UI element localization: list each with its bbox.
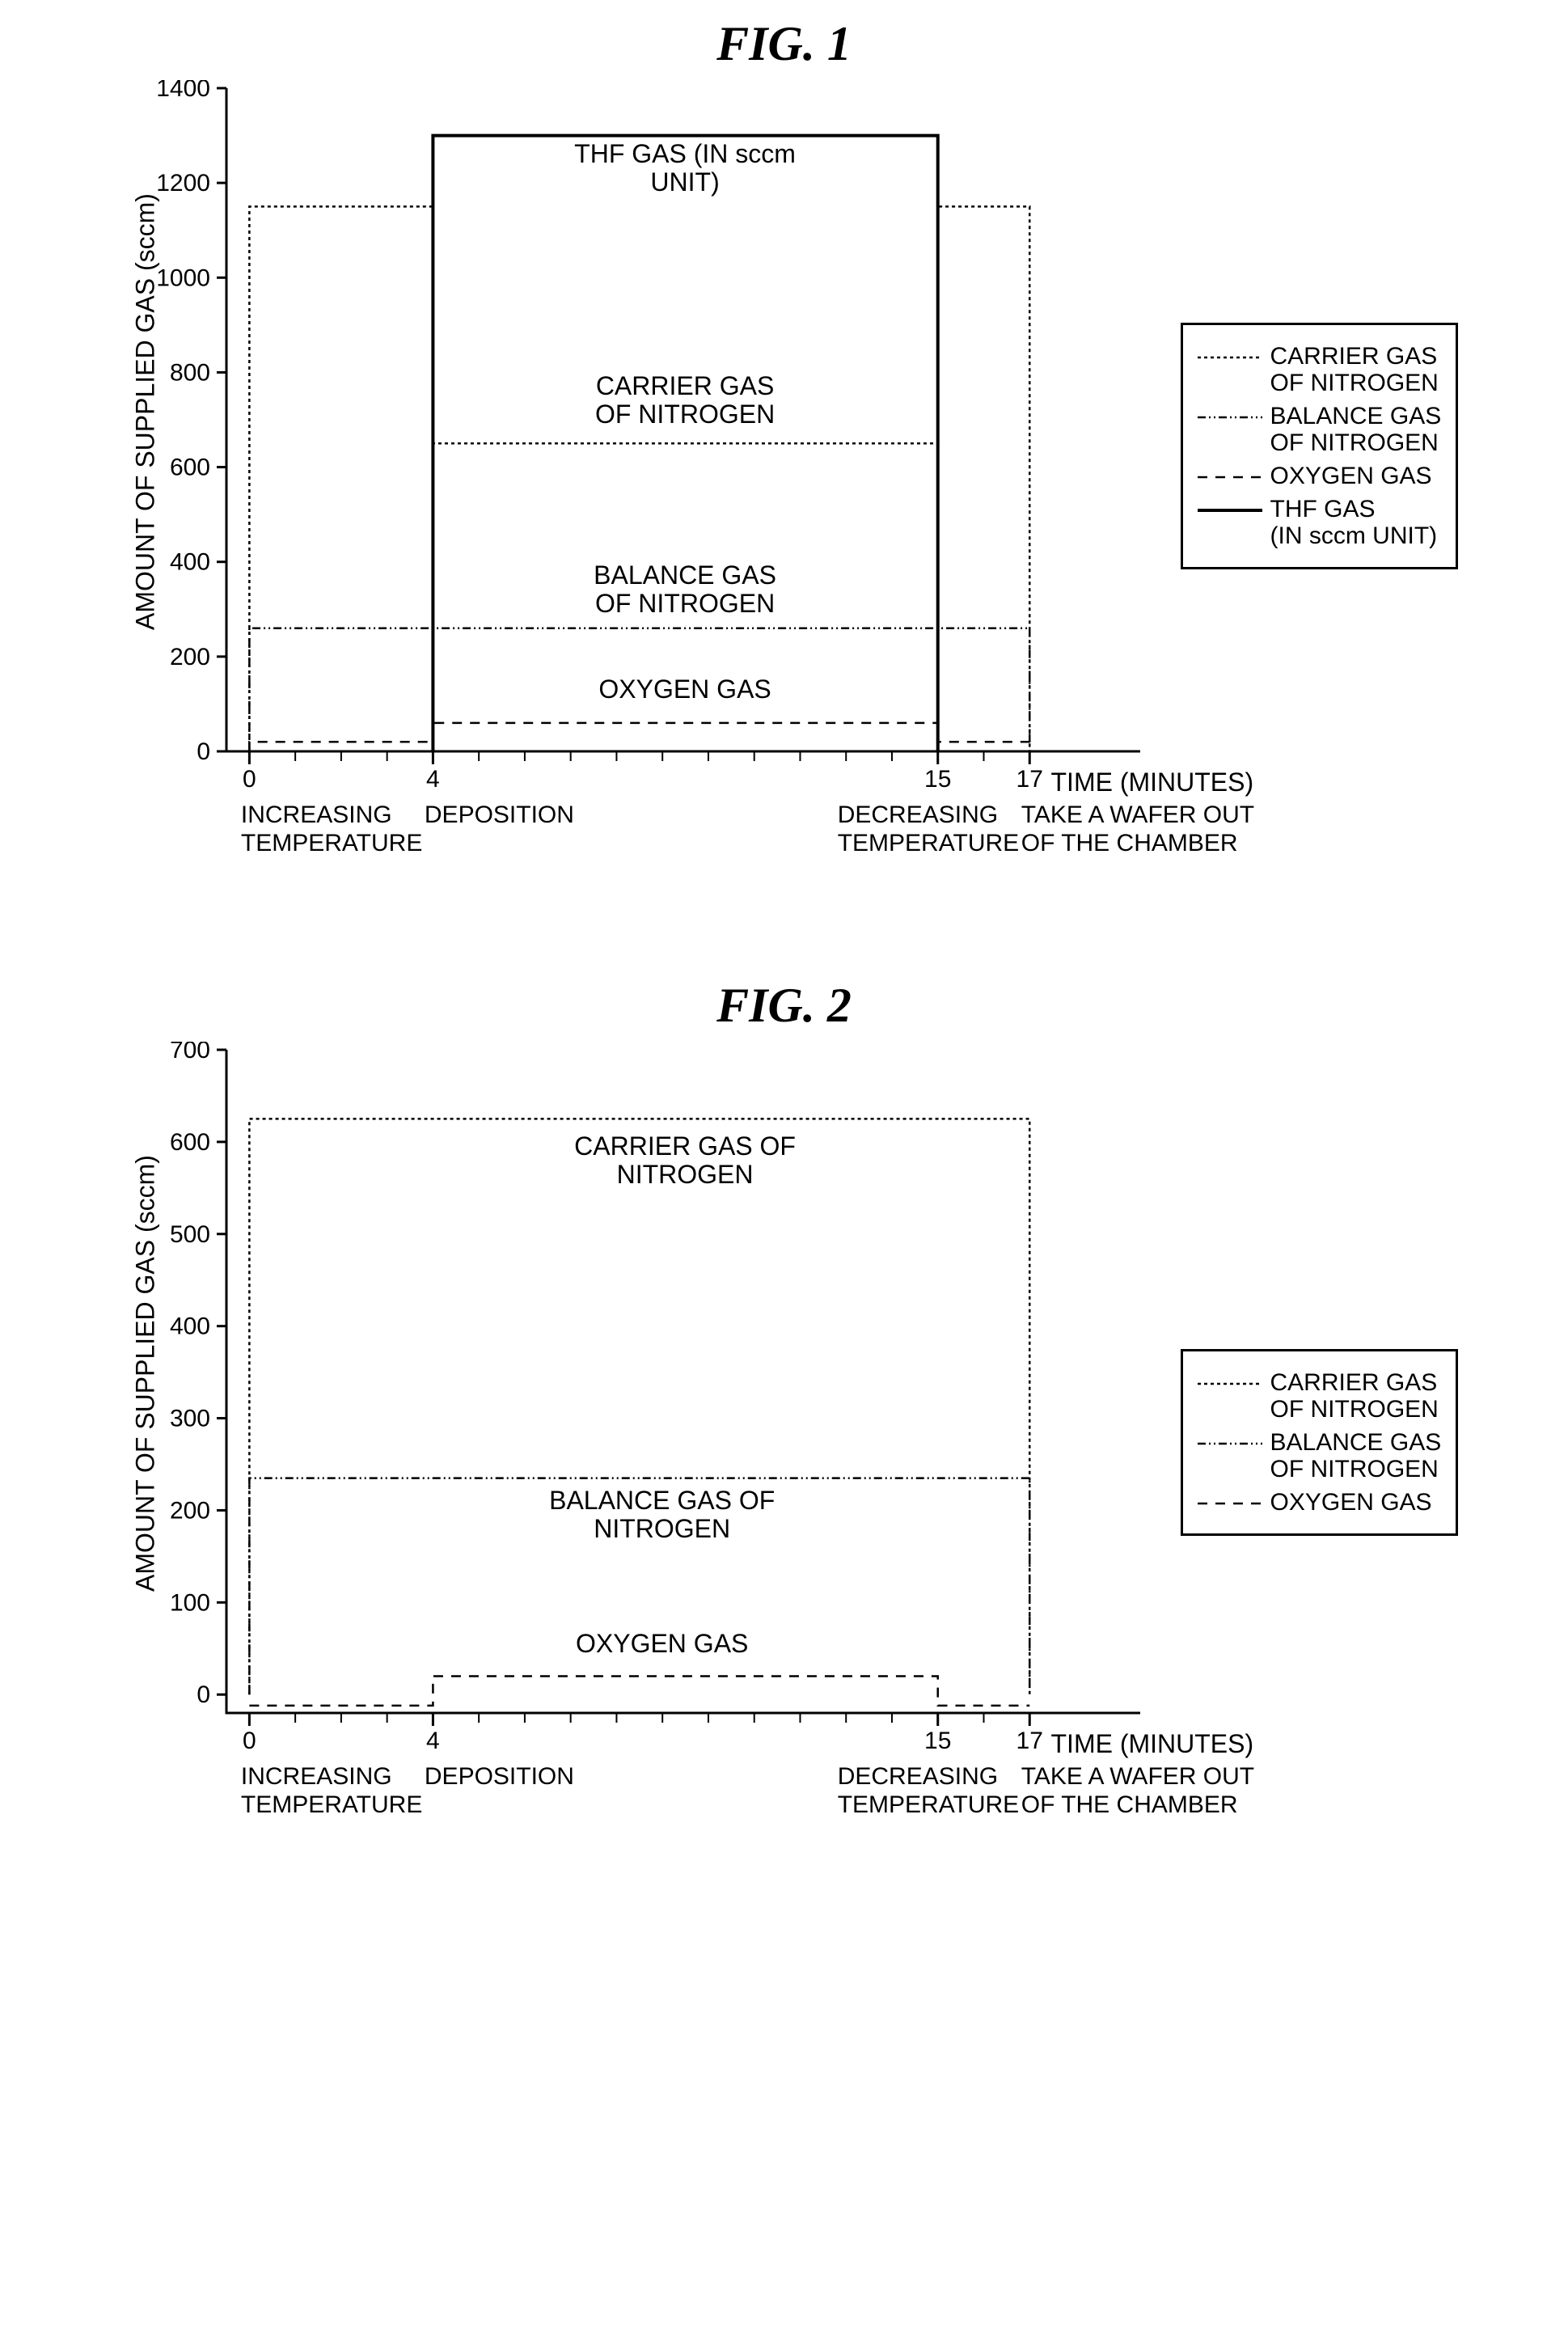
legend-item: CARRIER GASOF NITROGEN (1198, 343, 1442, 396)
series-annotation: THF GAS (IN sccm UNIT) (539, 140, 830, 197)
svg-text:1400: 1400 (156, 80, 210, 102)
svg-text:100: 100 (169, 1589, 209, 1616)
svg-text:300: 300 (169, 1406, 209, 1432)
svg-text:15: 15 (924, 1728, 951, 1754)
fig1-title: FIG. 1 (57, 16, 1512, 72)
svg-text:15: 15 (924, 766, 951, 793)
fig1-svg: 0 200 400 600 800 1000 1200 1400 0 4 15 17 (154, 80, 1173, 865)
phase-label: INCREASINGTEMPERATURE (241, 801, 422, 857)
legend-text: BALANCE GASOF NITROGEN (1270, 403, 1442, 456)
fig2-chart: AMOUNT OF SUPPLIED GAS (sccm) 0 100 200 300… (57, 1042, 1512, 1891)
svg-text:17: 17 (1016, 766, 1042, 793)
fig2-xlabel: TIME (MINUTES) (1051, 1729, 1254, 1759)
fig1-xlabel: TIME (MINUTES) (1051, 768, 1254, 797)
legend-item: BALANCE GASOF NITROGEN (1198, 1429, 1442, 1482)
svg-text:700: 700 (169, 1042, 209, 1064)
series-annotation: BALANCE GASOF NITROGEN (539, 561, 830, 618)
phase-label: DECREASINGTEMPERATURE (838, 1763, 1019, 1819)
legend-item: CARRIER GASOF NITROGEN (1198, 1369, 1442, 1423)
phase-label: DECREASINGTEMPERATURE (838, 801, 1019, 857)
legend-item: OXYGEN GAS (1198, 463, 1442, 489)
svg-text:600: 600 (169, 1129, 209, 1156)
phase-label: TAKE A WAFER OUTOF THE CHAMBER (1021, 1763, 1254, 1819)
svg-text:400: 400 (169, 1313, 209, 1340)
svg-text:400: 400 (169, 549, 209, 576)
fig2-legend: CARRIER GASOF NITROGEN BALANCE GASOF NITR… (1181, 1349, 1459, 1536)
fig1-ylabel: AMOUNT OF SUPPLIED GAS (sccm) (130, 193, 160, 630)
svg-text:500: 500 (169, 1221, 209, 1248)
svg-text:1000: 1000 (156, 264, 210, 291)
svg-text:200: 200 (169, 1497, 209, 1524)
svg-text:0: 0 (197, 1681, 210, 1708)
phase-label: DEPOSITION (425, 1763, 574, 1791)
series-annotation: OXYGEN GAS (539, 675, 830, 704)
svg-text:600: 600 (169, 455, 209, 481)
series-annotation: BALANCE GAS OF NITROGEN (517, 1487, 808, 1543)
legend-text: THF GAS(IN sccm UNIT) (1270, 496, 1438, 549)
svg-text:200: 200 (169, 644, 209, 670)
series-annotation: CARRIER GAS OF NITROGEN (539, 1132, 830, 1189)
legend-text: CARRIER GASOF NITROGEN (1270, 1369, 1439, 1423)
legend-text: OXYGEN GAS (1270, 1489, 1432, 1516)
svg-text:4: 4 (426, 766, 440, 793)
legend-item: BALANCE GASOF NITROGEN (1198, 403, 1442, 456)
svg-text:800: 800 (169, 359, 209, 386)
svg-text:0: 0 (197, 738, 210, 765)
legend-item: OXYGEN GAS (1198, 1489, 1442, 1516)
figure-1: FIG. 1 AMOUNT OF SUPPLIED GAS (sccm) 0 20… (57, 16, 1512, 929)
series-annotation: OXYGEN GAS (517, 1630, 808, 1658)
fig2-ylabel: AMOUNT OF SUPPLIED GAS (sccm) (130, 1155, 160, 1592)
phase-label: TAKE A WAFER OUTOF THE CHAMBER (1021, 801, 1254, 857)
svg-text:17: 17 (1016, 1728, 1042, 1754)
fig1-legend: CARRIER GASOF NITROGEN BALANCE GASOF NITR… (1181, 323, 1459, 569)
svg-text:4: 4 (426, 1728, 440, 1754)
svg-text:1200: 1200 (156, 170, 210, 197)
fig1-chart: AMOUNT OF SUPPLIED GAS (sccm) 0 200 400 600… (57, 80, 1512, 929)
legend-item: THF GAS(IN sccm UNIT) (1198, 496, 1442, 549)
fig2-title: FIG. 2 (57, 978, 1512, 1034)
figure-2: FIG. 2 AMOUNT OF SUPPLIED GAS (sccm) 0 10… (57, 978, 1512, 1891)
phase-label: DEPOSITION (425, 801, 574, 830)
legend-text: BALANCE GASOF NITROGEN (1270, 1429, 1442, 1482)
svg-text:0: 0 (243, 766, 256, 793)
svg-text:0: 0 (243, 1728, 256, 1754)
series-annotation: CARRIER GASOF NITROGEN (539, 372, 830, 429)
legend-text: CARRIER GASOF NITROGEN (1270, 343, 1439, 396)
legend-text: OXYGEN GAS (1270, 463, 1432, 489)
phase-label: INCREASINGTEMPERATURE (241, 1763, 422, 1819)
